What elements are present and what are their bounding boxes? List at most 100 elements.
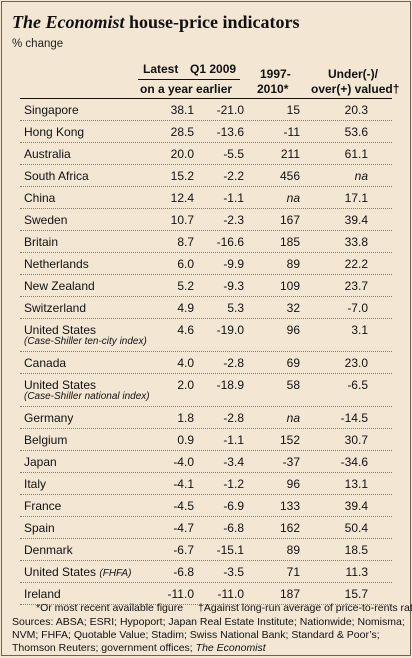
valuation-value: 13.1 xyxy=(344,477,368,491)
valuation-value: -7.0 xyxy=(347,301,368,315)
country-label: Denmark xyxy=(24,543,73,557)
since-1997-value: 167 xyxy=(279,213,300,227)
since-1997-value: 69 xyxy=(286,356,300,370)
table-row: Japan -4.0 -3.4 -37 -34.6 xyxy=(20,451,392,473)
q1-2009-value: -9.3 xyxy=(223,279,244,293)
country-name: Netherlands xyxy=(24,257,89,271)
since-1997-value: 32 xyxy=(286,301,300,315)
since-1997-value: 133 xyxy=(279,499,300,513)
footnote-price-to-rents: †Against long-run average of price-to-re… xyxy=(198,602,412,614)
since-1997-value: -11 xyxy=(283,125,300,139)
latest-value: 28.5 xyxy=(170,125,194,139)
q1-2009-value: -9.9 xyxy=(223,257,244,271)
since-1997-value: na xyxy=(286,191,300,205)
header-on-year-earlier: on a year earlier xyxy=(140,82,233,96)
table-row: South Africa 15.2 -2.2 456 na xyxy=(20,165,392,187)
since-1997-value: 96 xyxy=(286,477,300,491)
q1-2009-value: -16.6 xyxy=(216,235,244,249)
valuation-value: -6.5 xyxy=(347,378,368,392)
latest-value: -4.1 xyxy=(173,477,194,491)
valuation-value: 23.0 xyxy=(344,356,368,370)
table-row: China 12.4 -1.1 na 17.1 xyxy=(20,187,392,209)
index-note: (Case-Shiller national index) xyxy=(24,391,150,402)
country-name: Denmark xyxy=(24,543,73,557)
table-row: Belgium 0.9 -1.1 152 30.7 xyxy=(20,429,392,451)
country-label: Hong Kong xyxy=(24,125,85,139)
since-1997-value: 152 xyxy=(279,433,300,447)
latest-value: 4.9 xyxy=(177,301,194,315)
table-row: Canada 4.0 -2.8 69 23.0 xyxy=(20,352,392,374)
country-label: Switzerland xyxy=(24,301,87,315)
since-1997-value: 109 xyxy=(279,279,300,293)
country-name: Britain xyxy=(24,235,58,249)
country-label: France xyxy=(24,499,62,513)
index-note: (Case-Shiller ten-city index) xyxy=(24,336,147,347)
country-label: Japan xyxy=(24,455,57,469)
country-name: Canada xyxy=(24,356,66,370)
title-brand: The Economist xyxy=(12,12,125,32)
valuation-value: 50.4 xyxy=(344,521,368,535)
country-label: Australia xyxy=(24,147,71,161)
country-label: Germany xyxy=(24,411,74,425)
latest-value: -4.5 xyxy=(173,499,194,513)
since-1997-value: 96 xyxy=(286,323,300,337)
valuation-value: 11.3 xyxy=(345,565,368,579)
table-row: United States (Case-Shiller national inde… xyxy=(20,374,392,407)
table-row: Switzerland 4.9 5.3 32 -7.0 xyxy=(20,297,392,319)
q1-2009-value: -1.2 xyxy=(223,477,244,491)
country-label: Sweden xyxy=(24,213,68,227)
country-name: Singapore xyxy=(24,103,79,117)
country-label: Belgium xyxy=(24,433,68,447)
country-name: Spain xyxy=(24,521,55,535)
q1-2009-value: -5.5 xyxy=(223,147,244,161)
table-row: New Zealand 5.2 -9.3 109 23.7 xyxy=(20,275,392,297)
latest-value: 5.2 xyxy=(177,279,194,293)
country-name: Switzerland xyxy=(24,301,86,315)
since-1997-value: 211 xyxy=(280,147,300,161)
country-label: Ireland xyxy=(24,587,61,601)
valuation-value: 30.7 xyxy=(344,433,368,447)
valuation-value: 18.5 xyxy=(344,543,368,557)
table-row: United States (FHFA) -6.8 -3.5 71 11.3 xyxy=(20,561,392,583)
q1-2009-value: -6.9 xyxy=(223,499,244,513)
header-group-rule xyxy=(138,79,240,80)
country-name: Australia xyxy=(24,147,71,161)
q1-2009-value: -21.0 xyxy=(216,103,244,117)
valuation-value: 22.2 xyxy=(344,257,368,271)
table-row: Ireland -11.0 -11.0 187 15.7 xyxy=(20,583,392,605)
table-row: France -4.5 -6.9 133 39.4 xyxy=(20,495,392,517)
latest-value: 4.0 xyxy=(177,356,194,370)
since-1997-value: 185 xyxy=(279,235,300,249)
valuation-value: 33.8 xyxy=(344,235,368,249)
q1-2009-value: -2.8 xyxy=(223,411,244,425)
country-name: Belgium xyxy=(24,433,67,447)
table-body: Singapore 38.1 -21.0 15 20.3 Hong Kong 28.5 -13… xyxy=(20,99,392,605)
country-label: United States xyxy=(24,565,97,579)
latest-value: 6.0 xyxy=(177,257,194,271)
latest-value: -6.7 xyxy=(173,543,194,557)
q1-2009-value: -11.0 xyxy=(217,587,244,601)
table-row: Spain -4.7 -6.8 162 50.4 xyxy=(20,517,392,539)
q1-2009-value: -2.2 xyxy=(223,169,244,183)
latest-value: 4.6 xyxy=(177,323,194,337)
sources-line-3-brand: The Economist xyxy=(195,642,266,654)
latest-value: 1.8 xyxy=(177,411,194,425)
q1-2009-value: 5.3 xyxy=(227,301,244,315)
table-row: Germany 1.8 -2.8 na -14.5 xyxy=(20,407,392,429)
footnote-most-recent: *Or most recent available figure xyxy=(36,602,184,614)
latest-value: 10.7 xyxy=(170,213,194,227)
country-name: South Africa xyxy=(24,169,89,183)
country-label: China xyxy=(24,191,56,205)
q1-2009-value: -19.0 xyxy=(216,323,244,337)
country-label: South Africa xyxy=(24,169,89,183)
sources-line-3-text: Thomson Reuters; government offices; xyxy=(12,642,196,654)
country-label: Italy xyxy=(24,477,47,491)
since-1997-value: 15 xyxy=(286,103,300,117)
since-1997-value: -37 xyxy=(282,455,300,469)
country-name: United States xyxy=(24,378,96,392)
table-top-rule xyxy=(20,98,392,99)
q1-2009-value: -3.5 xyxy=(223,565,244,579)
valuation-value: 15.7 xyxy=(344,587,368,601)
valuation-value: 3.1 xyxy=(351,323,368,337)
